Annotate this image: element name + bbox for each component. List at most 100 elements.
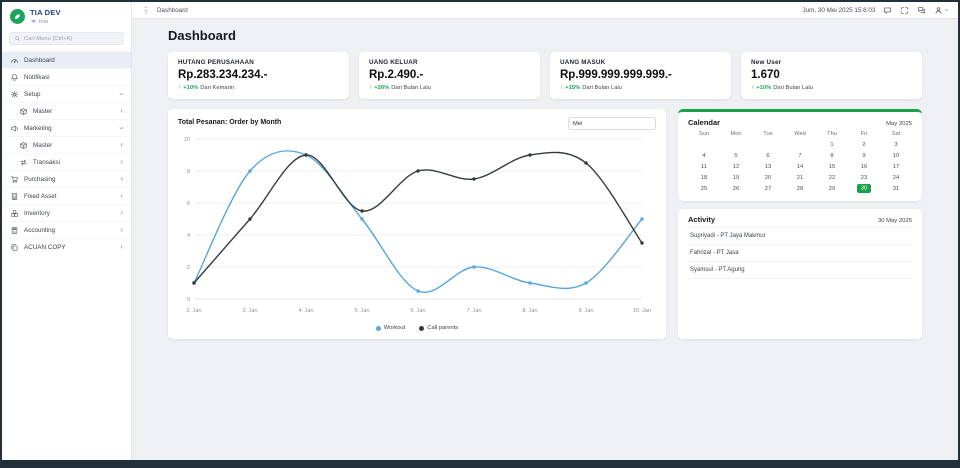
calendar-day[interactable]: 22 [828,174,836,181]
sidebar-item-inventory[interactable]: Inventory ‹ [2,204,131,221]
svg-text:10. Jan: 10. Jan [633,308,651,314]
main-column: ⋮ Dashboard Jum, 30 Mei 2025 15:6:03 ‹ D… [132,2,958,460]
sidebar-item-label: Marketing [24,124,52,132]
calendar-day[interactable]: 10 [892,152,900,159]
trend-up-icon: ↑ [560,84,564,91]
brand[interactable]: TIA DEV trial [2,2,131,30]
calendar-day[interactable]: 21 [796,174,804,181]
stat-delta-pct: +20% [374,84,390,91]
line-chart: 0 2 4 6 8 10 2. Jan 3. Jan 4. Jan 5. Jan 6. Jan 7. … [178,133,656,324]
exchange-icon [19,158,28,167]
calendar-day[interactable]: 29 [828,185,836,192]
weekday-label: Sun [699,131,709,137]
stat-value: Rp.999.999.999.999.- [560,69,672,81]
sidebar-item-purchasing[interactable]: Purchasing ‹ [2,170,131,187]
calendar-day[interactable]: 8 [830,152,834,159]
fullscreen-icon[interactable] [900,6,909,15]
sidebar-item-notifikasi[interactable]: Notifikasi [2,68,131,85]
chevron-down-icon: ‹ [116,92,126,96]
legend-item[interactable]: Call parents [419,325,458,331]
calendar-day[interactable]: 4 [702,152,706,159]
calendar-day[interactable]: 5 [734,152,738,159]
page-title: Dashboard [168,28,236,43]
calendar-day[interactable]: 30 [848,183,880,194]
sidebar-item-label: ACUAN COPY [24,243,66,251]
calendar-day[interactable]: 1 [830,141,834,148]
legend-dot [419,325,425,331]
calendar-day[interactable]: 9 [862,152,866,159]
svg-text:2. Jan: 2. Jan [187,308,202,314]
activity-card: Activity 30 May 2025 Supriyadi - PT Jaya… [678,209,922,339]
svg-text:2: 2 [187,265,190,271]
calendar-day[interactable]: 12 [732,163,740,170]
chevron-left-icon: ‹ [120,106,123,115]
user-menu[interactable]: ‹ [934,6,951,15]
sidebar-item-transaksi[interactable]: Transaksi ‹ [2,153,131,170]
calendar-day[interactable]: 20 [764,174,772,181]
chevron-left-icon: ‹ [120,157,123,166]
sidebar-item-master[interactable]: Master ‹ [2,136,131,153]
sidebar-item-label: Dashboard [24,56,55,64]
stat-delta-text: Dari Kemarin [200,84,235,91]
trend-up-icon: ↑ [369,84,373,91]
box-icon [19,107,28,116]
chat-icon[interactable] [917,6,926,15]
stat-value: Rp.2.490.- [369,69,424,81]
legend-item[interactable]: Workout [375,325,405,331]
calendar-day[interactable]: 26 [732,185,740,192]
stat-delta: ↑ +10% Dari Kemarin [178,84,339,91]
sidebar-item-label: Purchasing [24,175,56,183]
search-icon [14,35,21,42]
sidebar-item-fixed-asset[interactable]: Fixed Asset ‹ [2,187,131,204]
weekday-label: Tue [763,131,773,137]
month-filter-input[interactable] [568,117,656,130]
cart-icon [10,175,19,184]
sidebar-item-dashboard[interactable]: Dashboard [2,51,131,68]
stat-title: New User [751,59,782,66]
sidebar-item-accounting[interactable]: Accounting ‹ [2,221,131,238]
weekday-label: Mon [730,131,742,137]
breadcrumb[interactable]: Dashboard [157,6,188,14]
sidebar-item-setup[interactable]: Setup ‹ [2,85,131,102]
calendar-day[interactable]: 24 [892,174,900,181]
calendar-day[interactable]: 6 [766,152,770,159]
comment-icon[interactable] [883,6,892,15]
calendar-day[interactable]: 27 [764,185,772,192]
chart-header: Total Pesanan: Order by Month [178,117,656,130]
calendar-day[interactable]: 14 [796,163,804,170]
calendar-month-label[interactable]: May 2025 [886,121,912,127]
brand-logo-icon [10,9,25,24]
calendar-day[interactable]: 23 [860,174,868,181]
calendar-day[interactable]: 13 [764,163,772,170]
brand-subtitle: trial [39,18,48,25]
calendar-day[interactable]: 3 [894,141,898,148]
svg-text:7. Jan: 7. Jan [467,308,482,314]
chevron-left-icon: ‹ [120,174,123,183]
stat-delta-text: Dari Bulan Lalu [773,84,813,91]
stat-card: HUTANG PERUSAHAAN Rp.283.234.234.- ↑ +10% Da… [168,52,349,99]
sidebar-search[interactable] [9,32,124,45]
calendar-day[interactable]: 7 [798,152,802,159]
calendar-grid: Sun Mon Tue Wed Thu Fri Sat 1 2 3 4 5 6 7 8 9 10 11 12 13 14… [688,129,912,194]
calendar-day[interactable]: 18 [700,174,708,181]
search-input[interactable] [24,35,119,42]
calendar-header: Calendar May 2025 [688,118,912,127]
calendar-day[interactable]: 25 [700,185,708,192]
topbar-right: Jum, 30 Mei 2025 15:6:03 ‹ [803,6,951,15]
calendar-day[interactable]: 16 [860,163,868,170]
sidebar-item-marketing[interactable]: Marketing ‹ [2,119,131,136]
calendar-day[interactable]: 17 [892,163,900,170]
sidebar-item-master[interactable]: Master ‹ [2,102,131,119]
calendar-day[interactable]: 11 [700,163,708,170]
sidebar-toggle-icon[interactable]: ⋮ [142,5,150,15]
sidebar-item-acuan-copy[interactable]: ACUAN COPY ‹ [2,238,131,255]
weekday-label: Wed [794,131,806,137]
calendar-day[interactable]: 19 [732,174,740,181]
calendar-day[interactable]: 2 [862,141,866,148]
calendar-day[interactable]: 31 [892,185,900,192]
activity-list: Supriyadi - PT Jaya Makmur Fahrizal - PT … [688,227,912,279]
boxes-icon [10,209,19,218]
calendar-day[interactable]: 15 [828,163,836,170]
calendar-day[interactable]: 28 [796,185,804,192]
activity-item: Syamsul - PT Agung [688,262,912,279]
